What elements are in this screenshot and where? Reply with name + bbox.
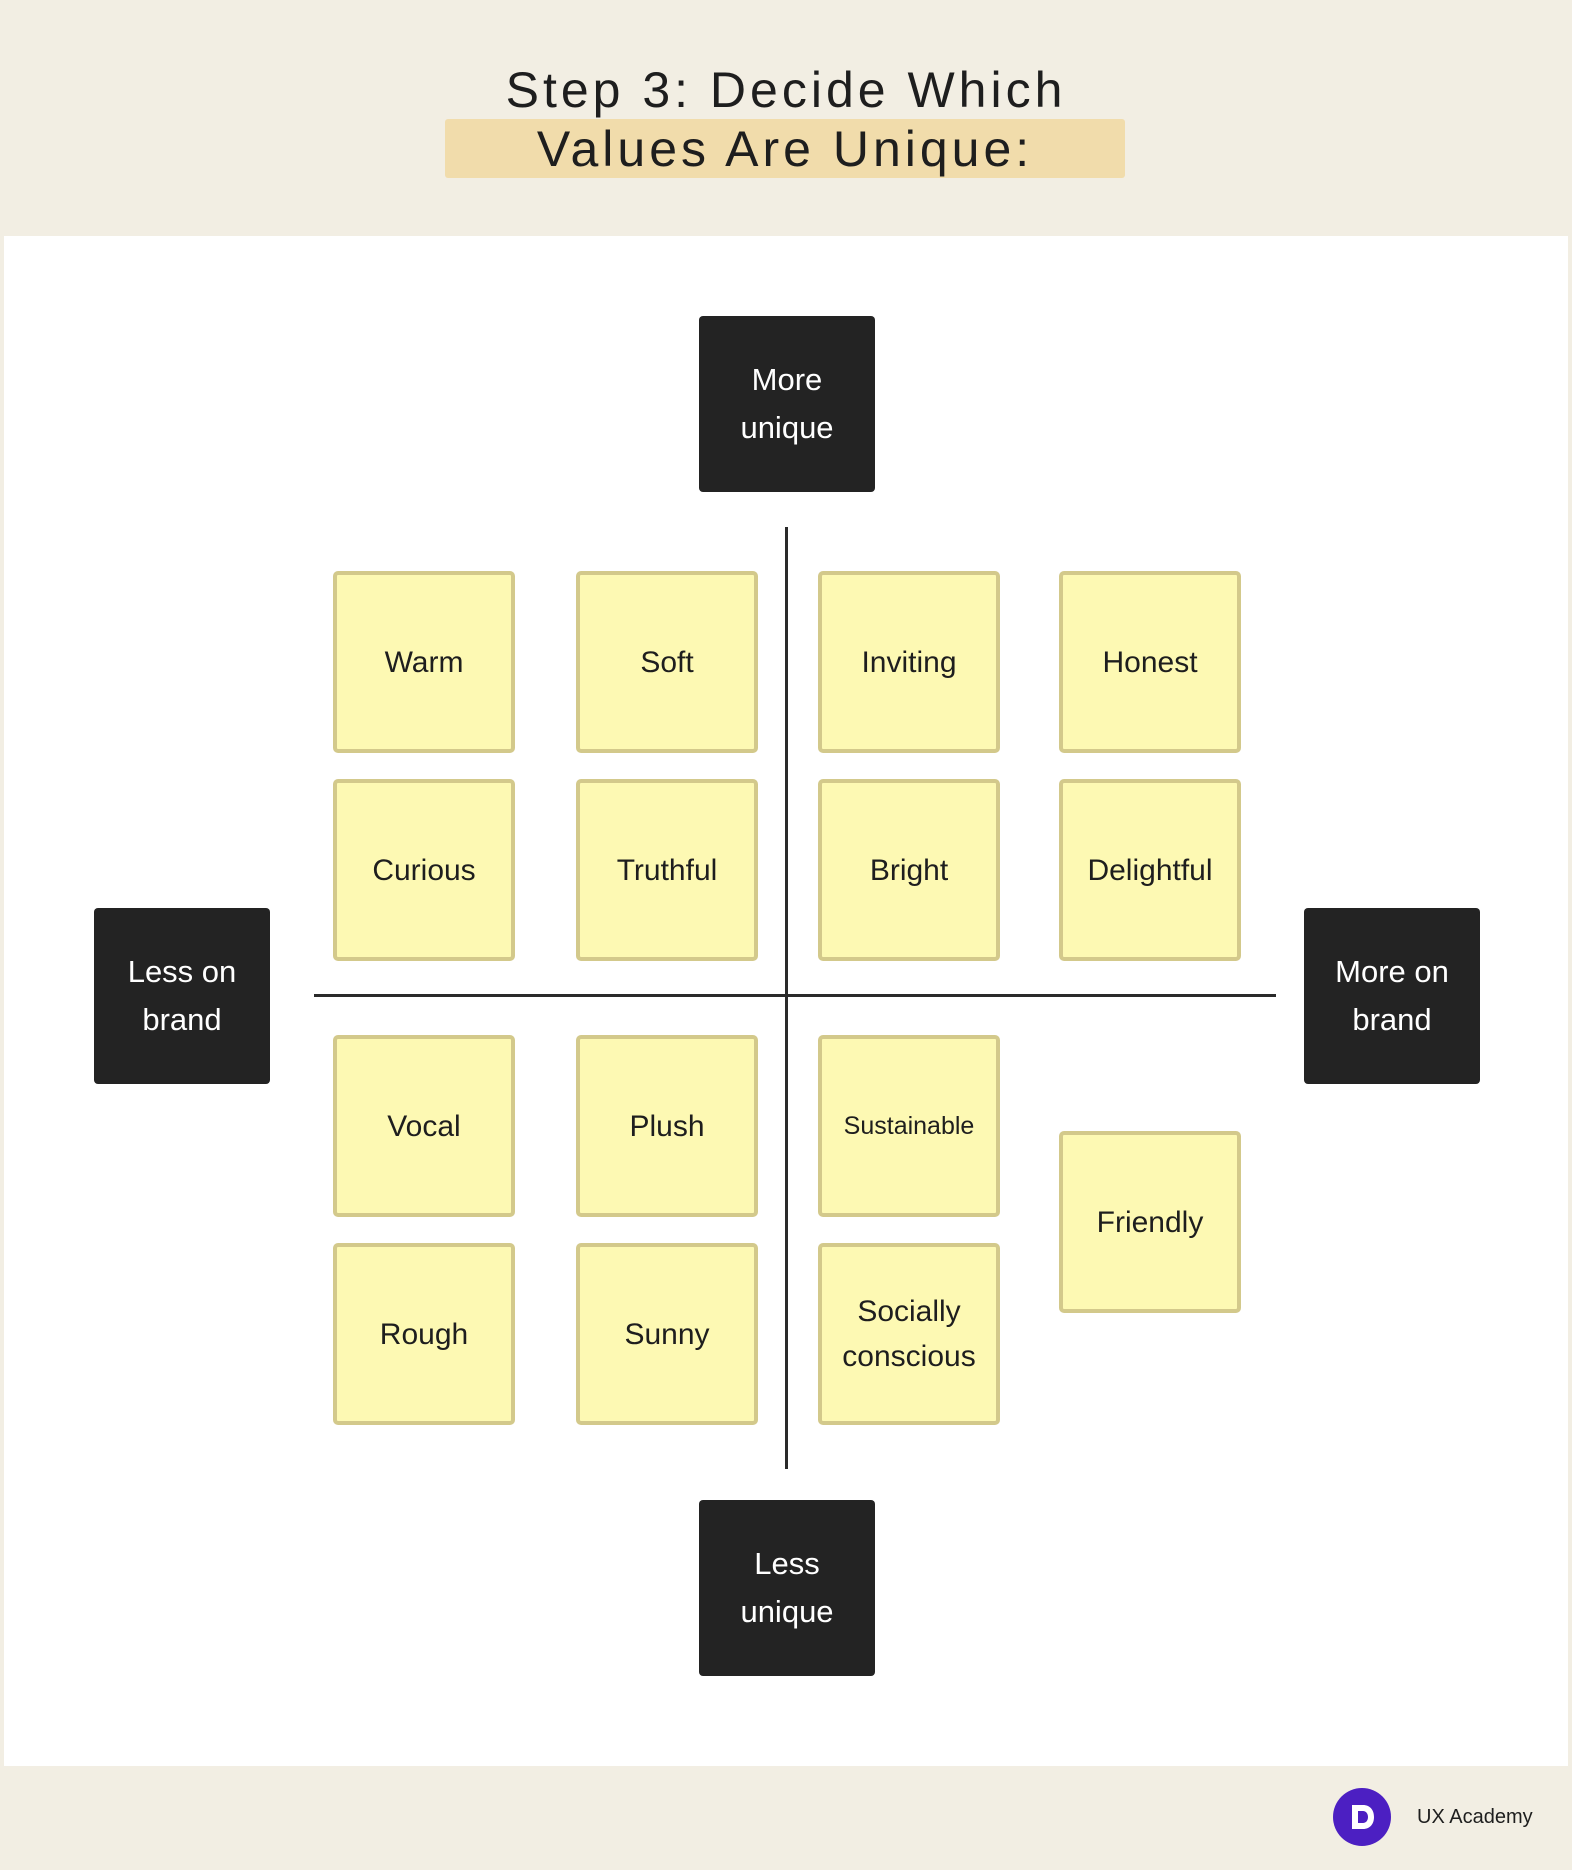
axis-label-top: More unique (699, 316, 875, 492)
sticky-note-plush[interactable]: Plush (576, 1035, 758, 1217)
sticky-note-delightful[interactable]: Delightful (1059, 779, 1241, 961)
brand-name: UX Academy (1417, 1806, 1533, 1828)
horizontal-axis (314, 994, 1276, 997)
sticky-note-label: Warm (384, 645, 464, 679)
sticky-note-vocal[interactable]: Vocal (333, 1035, 515, 1217)
sticky-note-sustainable[interactable]: Sustainable (818, 1035, 1000, 1217)
sticky-note-honest[interactable]: Honest (1059, 571, 1241, 753)
sticky-note-label: Friendly (1096, 1205, 1204, 1239)
sticky-note-bright[interactable]: Bright (818, 779, 1000, 961)
sticky-note-sunny[interactable]: Sunny (576, 1243, 758, 1425)
sticky-note-friendly[interactable]: Friendly (1059, 1131, 1241, 1313)
axis-label-bottom-text: Less unique (740, 1546, 834, 1629)
logo-glyph-icon (1352, 1805, 1374, 1829)
footer (0, 1766, 1572, 1870)
sticky-note-label: Vocal (387, 1109, 461, 1143)
sticky-note-label: Rough (379, 1317, 469, 1351)
ux-academy-logo-icon (1333, 1788, 1391, 1846)
sticky-note-rough[interactable]: Rough (333, 1243, 515, 1425)
sticky-note-label: Delightful (1087, 853, 1213, 887)
vertical-axis (785, 527, 788, 1469)
axis-label-left: Less on brand (94, 908, 270, 1084)
sticky-note-label: Honest (1102, 645, 1198, 679)
sticky-note-label: Socially conscious (842, 1295, 976, 1373)
sticky-note-warm[interactable]: Warm (333, 571, 515, 753)
sticky-note-label: Curious (372, 853, 476, 887)
sticky-note-socially-conscious[interactable]: Socially conscious (818, 1243, 1000, 1425)
header (0, 0, 1572, 236)
sticky-note-truthful[interactable]: Truthful (576, 779, 758, 961)
axis-label-left-text: Less on brand (127, 954, 237, 1037)
sticky-note-label: Inviting (861, 645, 957, 679)
sticky-note-label: Soft (640, 645, 694, 679)
axis-label-top-text: More unique (740, 362, 834, 445)
title-highlight (445, 119, 1125, 178)
sticky-note-label: Sunny (624, 1317, 710, 1351)
page-title-line-2: Values Are Unique: (536, 121, 1034, 177)
sticky-note-curious[interactable]: Curious (333, 779, 515, 961)
sticky-note-inviting[interactable]: Inviting (818, 571, 1000, 753)
sticky-note-label: Truthful (616, 853, 718, 887)
sticky-note-soft[interactable]: Soft (576, 571, 758, 753)
axis-label-bottom: Less unique (699, 1500, 875, 1676)
axis-label-right-text: More on brand (1335, 954, 1449, 1037)
sticky-note-label: Plush (629, 1109, 705, 1143)
page-title-line-1: Step 3: Decide Which (505, 62, 1067, 118)
sticky-note-label: Bright (869, 853, 949, 887)
sticky-note-label: Sustainable (843, 1111, 975, 1140)
axis-label-right: More on brand (1304, 908, 1480, 1084)
